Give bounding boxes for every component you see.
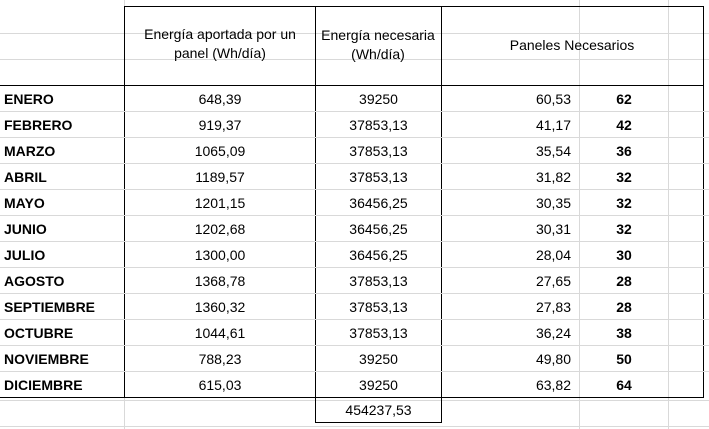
- month-cell[interactable]: NOVIEMBRE: [4, 351, 89, 367]
- panels-needed-cell[interactable]: 30: [616, 247, 632, 263]
- gridline: [0, 319, 709, 320]
- month-cell[interactable]: ENERO: [4, 91, 54, 107]
- month-cell[interactable]: JUNIO: [4, 221, 47, 237]
- month-cell[interactable]: MAYO: [4, 195, 45, 211]
- border: [124, 6, 125, 398]
- border: [0, 85, 704, 86]
- panel-energy-cell[interactable]: 919,37: [198, 117, 242, 133]
- needed-energy-cell[interactable]: 37853,13: [349, 299, 408, 315]
- panels-needed-cell[interactable]: 32: [616, 195, 632, 211]
- panel-energy-cell[interactable]: 1202,68: [194, 221, 246, 237]
- ratio-cell[interactable]: 60,53: [535, 91, 571, 107]
- panel-energy-cell[interactable]: 648,39: [198, 91, 242, 107]
- panels-needed-cell[interactable]: 64: [616, 377, 632, 393]
- panel-energy-cell[interactable]: 1189,57: [195, 169, 245, 185]
- panels-needed-cell[interactable]: 32: [616, 169, 632, 185]
- ratio-cell[interactable]: 30,35: [535, 195, 571, 211]
- needed-energy-cell[interactable]: 39250: [359, 351, 398, 367]
- gridline: [0, 293, 709, 294]
- needed-energy-cell[interactable]: 36456,25: [349, 221, 408, 237]
- gridline: [0, 371, 709, 372]
- ratio-cell[interactable]: 49,80: [535, 351, 571, 367]
- border: [124, 6, 704, 7]
- panel-energy-cell[interactable]: 1044,61: [194, 325, 246, 341]
- ratio-cell[interactable]: 63,82: [535, 377, 571, 393]
- ratio-cell[interactable]: 30,31: [535, 221, 571, 237]
- gridline: [0, 137, 709, 138]
- ratio-cell[interactable]: 36,24: [535, 325, 571, 341]
- panels-needed-cell[interactable]: 42: [616, 117, 632, 133]
- gridline: [0, 33, 709, 34]
- needed-energy-cell[interactable]: 36456,25: [349, 247, 408, 263]
- border: [315, 6, 316, 423]
- gridline: [668, 0, 669, 429]
- gridline: [0, 241, 709, 242]
- header-energia-panel[interactable]: Energía aportada por un panel (Wh/día): [144, 26, 296, 61]
- needed-energy-cell[interactable]: 36456,25: [349, 195, 408, 211]
- panels-needed-cell[interactable]: 36: [616, 143, 632, 159]
- gridline: [0, 163, 709, 164]
- gridline: [0, 400, 709, 401]
- needed-energy-cell[interactable]: 39250: [359, 91, 398, 107]
- border: [0, 397, 704, 398]
- ratio-cell[interactable]: 35,54: [535, 143, 571, 159]
- border: [315, 422, 442, 423]
- month-cell[interactable]: MARZO: [4, 143, 56, 159]
- month-cell[interactable]: JULIO: [4, 247, 46, 263]
- header-paneles-necesarios[interactable]: Paneles Necesarios: [509, 36, 635, 53]
- gridline: [0, 189, 709, 190]
- panel-energy-cell[interactable]: 1360,32: [194, 299, 246, 315]
- month-cell[interactable]: OCTUBRE: [4, 325, 74, 341]
- gridline: [579, 0, 580, 429]
- month-cell[interactable]: FEBRERO: [4, 117, 73, 133]
- panel-energy-cell[interactable]: 1368,78: [194, 273, 246, 289]
- needed-energy-cell[interactable]: 37853,13: [349, 325, 408, 341]
- ratio-cell[interactable]: 27,65: [535, 273, 571, 289]
- ratio-cell[interactable]: 41,17: [535, 117, 571, 133]
- panels-needed-cell[interactable]: 32: [616, 221, 632, 237]
- panel-energy-cell[interactable]: 1201,15: [194, 195, 246, 211]
- ratio-cell[interactable]: 27,83: [535, 299, 571, 315]
- panels-needed-cell[interactable]: 62: [616, 91, 632, 107]
- month-cell[interactable]: DICIEMBRE: [4, 377, 83, 393]
- panel-energy-cell[interactable]: 1300,00: [194, 247, 246, 263]
- header-energia-necesaria[interactable]: Energía necesaria (Wh/día): [321, 27, 435, 62]
- panels-needed-cell[interactable]: 28: [616, 299, 632, 315]
- border: [441, 6, 442, 423]
- panels-needed-cell[interactable]: 38: [616, 325, 632, 341]
- border: [703, 6, 704, 398]
- panel-energy-cell[interactable]: 615,03: [198, 377, 242, 393]
- gridline: [0, 267, 709, 268]
- needed-energy-cell[interactable]: 37853,13: [349, 273, 408, 289]
- gridline: [0, 426, 709, 427]
- needed-energy-cell[interactable]: 37853,13: [349, 143, 408, 159]
- gridline: [0, 215, 709, 216]
- gridline: [0, 111, 709, 112]
- panels-needed-cell[interactable]: 50: [616, 351, 632, 367]
- ratio-cell[interactable]: 28,04: [535, 247, 571, 263]
- gridline: [0, 345, 709, 346]
- gridline: [0, 59, 709, 60]
- month-cell[interactable]: ABRIL: [4, 169, 47, 185]
- needed-energy-cell[interactable]: 39250: [359, 377, 398, 393]
- panels-needed-cell[interactable]: 28: [616, 273, 632, 289]
- ratio-cell[interactable]: 31,82: [535, 169, 571, 185]
- total-energia-necesaria[interactable]: 454237,53: [345, 402, 412, 418]
- panel-energy-cell[interactable]: 788,23: [198, 351, 242, 367]
- needed-energy-cell[interactable]: 37853,13: [349, 117, 408, 133]
- month-cell[interactable]: AGOSTO: [4, 273, 65, 289]
- month-cell[interactable]: SEPTIEMBRE: [4, 299, 96, 315]
- needed-energy-cell[interactable]: 37853,13: [349, 169, 408, 185]
- panel-energy-cell[interactable]: 1065,09: [194, 143, 246, 159]
